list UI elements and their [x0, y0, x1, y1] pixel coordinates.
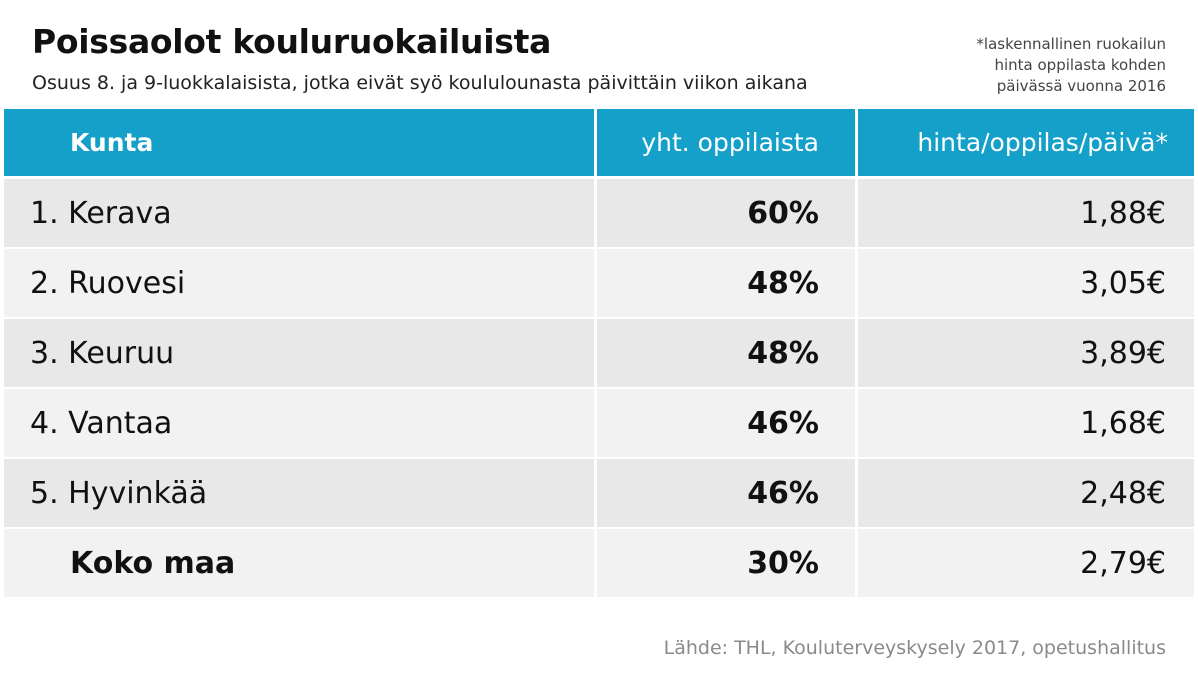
table-row: 3. Keuruu 48% 3,89€ [4, 319, 1194, 387]
cell-share: 46% [597, 389, 855, 457]
cell-kunta: 3. Keuruu [4, 319, 594, 387]
cell-kunta: 5. Hyvinkää [4, 459, 594, 527]
chart-title: Poissaolot kouluruokailuista [32, 22, 552, 61]
cell-share: 30% [597, 529, 855, 597]
table-row: 5. Hyvinkää 46% 2,48€ [4, 459, 1194, 527]
column-header-price: hinta/oppilas/päivä* [858, 109, 1194, 176]
footnote-line: *laskennallinen ruokailun [976, 35, 1166, 53]
column-header-share: yht. oppilaista [597, 109, 855, 176]
footnote-line: päivässä vuonna 2016 [996, 77, 1166, 95]
cell-kunta: 2. Ruovesi [4, 249, 594, 317]
source-note: Lähde: THL, Kouluterveyskysely 2017, ope… [663, 637, 1166, 659]
table-row: 1. Kerava 60% 1,88€ [4, 179, 1194, 247]
cell-share: 46% [597, 459, 855, 527]
table-row: 4. Vantaa 46% 1,68€ [4, 389, 1194, 457]
cell-kunta: 1. Kerava [4, 179, 594, 247]
cell-price: 2,79€ [858, 529, 1194, 597]
table-row-total: Koko maa 30% 2,79€ [4, 529, 1194, 597]
cell-share: 48% [597, 249, 855, 317]
cell-price: 2,48€ [858, 459, 1194, 527]
cell-price: 1,68€ [858, 389, 1194, 457]
price-footnote: *laskennallinen ruokailun hinta oppilast… [976, 34, 1166, 97]
cell-kunta: Koko maa [4, 529, 594, 597]
footnote-line: hinta oppilasta kohden [994, 56, 1166, 74]
column-header-kunta: Kunta [4, 109, 594, 176]
table-header-row: Kunta yht. oppilaista hinta/oppilas/päiv… [4, 109, 1194, 176]
cell-price: 3,05€ [858, 249, 1194, 317]
data-table: Kunta yht. oppilaista hinta/oppilas/päiv… [4, 109, 1194, 599]
chart-subtitle: Osuus 8. ja 9-luokkalaisista, jotka eivä… [32, 72, 808, 94]
cell-kunta: 4. Vantaa [4, 389, 594, 457]
cell-share: 60% [597, 179, 855, 247]
table-row: 2. Ruovesi 48% 3,05€ [4, 249, 1194, 317]
cell-price: 1,88€ [858, 179, 1194, 247]
cell-share: 48% [597, 319, 855, 387]
cell-price: 3,89€ [858, 319, 1194, 387]
